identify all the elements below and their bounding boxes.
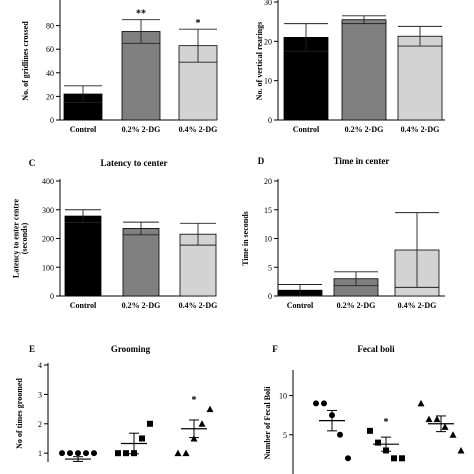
data-point	[139, 435, 145, 442]
data-point	[91, 450, 97, 457]
y-axis-label: Time in seconds	[241, 211, 250, 266]
chart-title: Fecal boli	[357, 344, 395, 354]
panel-letter: F	[272, 344, 278, 354]
data-point	[67, 450, 73, 457]
data-point	[375, 439, 381, 446]
chart-panel-4: D Time in center Time in seconds 0 5 10 15 20 Co…	[241, 156, 445, 310]
y-axis-label: No of times groomed	[15, 378, 24, 449]
y-axis-label-line: (seconds)	[20, 222, 29, 254]
y-tick-label: 3	[38, 390, 42, 399]
y-tick-label: 10	[279, 392, 287, 401]
significance-mark: *	[192, 395, 197, 406]
x-tick-label: 0.4% 2-DG	[398, 301, 437, 310]
x-tick-label: Control	[293, 125, 320, 134]
data-point	[190, 434, 198, 442]
significance-mark: *	[196, 18, 201, 29]
chart-panel-3: C Latency to center Latency to enter centr…	[11, 158, 217, 310]
y-tick-label: 2	[38, 420, 42, 429]
y-axis-label: No. of vertical rearings	[255, 22, 264, 101]
data-point	[417, 399, 425, 407]
data-point	[147, 420, 153, 427]
data-point	[433, 415, 441, 423]
y-tick-label: 400	[42, 177, 54, 186]
y-tick-label: 0	[50, 292, 54, 301]
x-tick-label: 0.2% 2-DG	[122, 125, 161, 134]
y-tick-label: 4	[38, 361, 42, 370]
data-point	[441, 423, 449, 430]
bar	[121, 31, 161, 121]
data-point	[313, 400, 319, 407]
y-tick-label: 20	[46, 92, 54, 101]
y-tick-label: 1	[38, 449, 42, 458]
y-tick-label: 10	[264, 77, 272, 86]
x-tick-label: 0.2% 2-DG	[337, 301, 376, 310]
data-point	[75, 450, 81, 457]
data-point	[123, 450, 129, 457]
y-tick-label: 20	[264, 37, 272, 46]
y-tick-label: 20	[264, 177, 272, 186]
chart-title: Grooming	[111, 344, 151, 354]
x-tick-label: Control	[287, 301, 314, 310]
x-tick-label: Control	[70, 125, 97, 134]
panel-letter: E	[29, 344, 35, 354]
data-point	[198, 420, 206, 427]
y-tick-label: 0	[268, 116, 272, 125]
bar	[64, 215, 102, 297]
chart-panel-1: No. of gridlines crossed 0 20 40 60 80 Control…	[21, 0, 218, 134]
data-point	[59, 450, 65, 457]
panel-letter: C	[29, 158, 36, 168]
y-tick-label: 80	[46, 22, 54, 31]
chart-panel-5: E Grooming No of times groomed 1 2 3 4 *	[15, 344, 214, 462]
data-point	[457, 446, 465, 454]
y-tick-label: 300	[42, 206, 54, 215]
significance-mark: **	[136, 9, 146, 20]
data-point	[174, 449, 182, 457]
chart-title: Time in center	[334, 156, 390, 166]
y-tick-label: 0	[50, 116, 54, 125]
y-tick-label: 100	[42, 263, 54, 272]
data-point	[115, 450, 121, 457]
x-tick-label: 0.4% 2-DG	[179, 125, 218, 134]
chart-panel-6: F Fecal boli Number of Fecal Boli 5 10 *	[263, 344, 465, 474]
data-point	[345, 455, 351, 462]
y-tick-label: 0	[268, 292, 272, 301]
bar	[122, 228, 160, 297]
y-axis-label: No. of gridlines crossed	[21, 21, 30, 101]
x-tick-label: 0.4% 2-DG	[179, 301, 218, 310]
chart-panel-2: No. of vertical rearings 0 10 20 30 Control 0.…	[255, 0, 445, 134]
data-point	[391, 455, 397, 462]
y-tick-label: 5	[283, 431, 287, 440]
bar	[178, 45, 218, 121]
data-point	[83, 450, 89, 457]
bar	[341, 19, 387, 121]
data-point	[399, 455, 405, 462]
y-tick-label: 40	[46, 69, 54, 78]
y-axis-label: Number of Fecal Boli	[263, 386, 272, 460]
data-point	[182, 449, 190, 457]
data-point	[367, 427, 373, 434]
y-axis-label: Latency to enter centre(seconds)	[11, 199, 29, 278]
data-point	[206, 405, 214, 413]
y-tick-label: 60	[46, 45, 54, 54]
y-tick-label: 10	[264, 235, 272, 244]
significance-mark: *	[384, 417, 389, 428]
y-axis-label-line: Latency to enter centre	[11, 199, 20, 278]
data-point	[321, 400, 327, 407]
data-point	[425, 415, 433, 423]
y-tick-label: 30	[264, 0, 272, 7]
x-tick-label: 0.4% 2-DG	[401, 125, 440, 134]
y-tick-label: 200	[42, 235, 54, 244]
panel-letter: D	[258, 156, 265, 166]
bar	[397, 35, 443, 121]
y-tick-label: 15	[264, 206, 272, 215]
x-tick-label: 0.2% 2-DG	[122, 301, 161, 310]
y-tick-label: 5	[268, 263, 272, 272]
data-point	[449, 431, 457, 438]
x-tick-label: 0.2% 2-DG	[345, 125, 384, 134]
x-tick-label: Control	[70, 301, 97, 310]
chart-title: Latency to center	[101, 158, 168, 168]
data-point	[337, 431, 343, 438]
